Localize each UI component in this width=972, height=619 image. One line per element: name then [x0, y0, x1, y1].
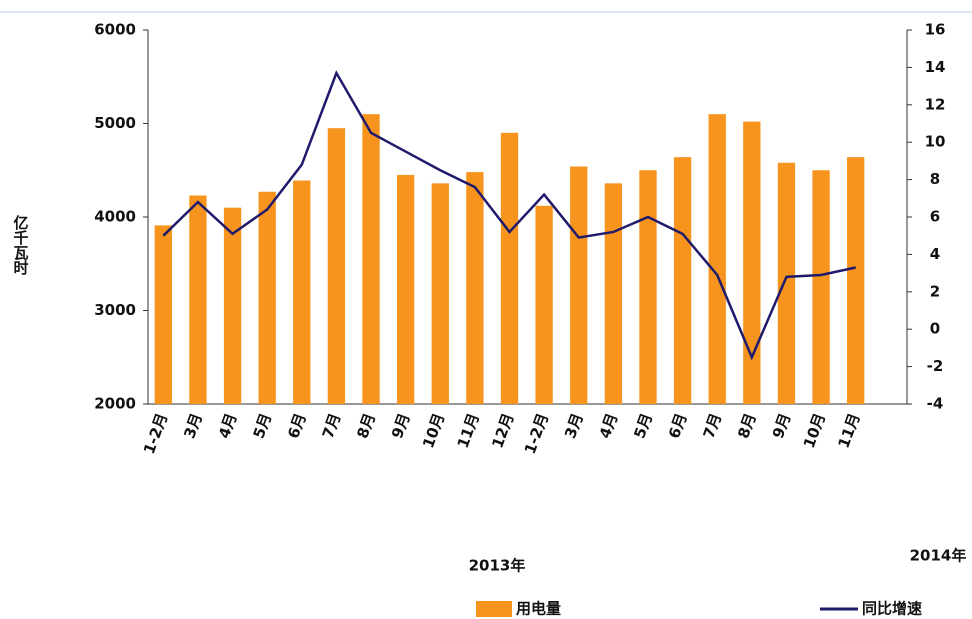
- bar: [258, 191, 276, 404]
- bar: [604, 183, 623, 404]
- legend-swatch: [476, 601, 512, 617]
- y-axis-label: 亿千瓦时: [12, 214, 30, 276]
- y-tick-label: 2000: [94, 395, 136, 413]
- y2-tick-label: 16: [925, 21, 946, 39]
- x-tick-label: 5月: [630, 411, 656, 441]
- x-tick-label: 6月: [665, 411, 691, 441]
- bar: [570, 166, 588, 404]
- bar: [639, 170, 657, 404]
- y2-tick-label: -4: [927, 395, 944, 413]
- x-tick-label: 11月: [834, 411, 863, 451]
- x-tick-label: 11月: [454, 411, 483, 451]
- y2-tick-label: 2: [930, 282, 940, 300]
- x-tick-label: 1-2月: [140, 411, 171, 457]
- x-tick-label: 4月: [215, 411, 241, 441]
- y2-tick-label: 12: [925, 95, 946, 113]
- bar: [154, 225, 172, 404]
- legend-label: 用电量: [516, 600, 561, 618]
- x-tick-label: 1-2月: [521, 411, 552, 457]
- y2-tick-label: 4: [930, 245, 940, 263]
- y-tick-label: 6000: [94, 21, 136, 39]
- x-tick-label: 8月: [734, 411, 760, 441]
- y2-tick-label: 8: [930, 170, 940, 188]
- y2-tick-label: 14: [925, 58, 946, 76]
- x-tick-label: 3月: [180, 411, 206, 441]
- x-tick-label: 9月: [388, 411, 414, 441]
- y2-tick-label: 10: [925, 133, 946, 151]
- x-tick-label: 3月: [561, 411, 587, 441]
- y-tick-label: 4000: [94, 208, 136, 226]
- bar: [812, 170, 830, 404]
- bar: [673, 157, 692, 404]
- bar: [777, 162, 796, 404]
- x-tick-label: 10月: [800, 411, 829, 451]
- bar: [327, 128, 346, 405]
- y2-tick-label: -2: [927, 357, 944, 375]
- x-tick-label: 10月: [419, 411, 448, 451]
- x-tick-label: 5月: [250, 411, 276, 441]
- bar: [466, 172, 484, 404]
- bar: [847, 157, 865, 404]
- bar: [708, 114, 726, 405]
- y-tick-label: 3000: [94, 301, 136, 319]
- x-tick-label: 7月: [700, 411, 726, 441]
- y-tick-label: 5000: [94, 114, 136, 132]
- x-tick-label: 8月: [353, 411, 379, 441]
- bar: [535, 205, 553, 404]
- bar: [362, 114, 380, 405]
- line: [162, 70, 856, 361]
- x-tick-label: 6月: [284, 411, 310, 441]
- group-label: 2013年: [469, 557, 526, 575]
- bar: [396, 174, 415, 404]
- x-tick-label: 4月: [596, 411, 622, 441]
- y2-tick-label: 6: [930, 208, 940, 226]
- x-tick-label: 9月: [769, 411, 795, 441]
- bar: [293, 180, 311, 404]
- y2-tick-label: 0: [930, 320, 940, 338]
- bar: [743, 121, 761, 404]
- bar: [500, 132, 519, 404]
- x-tick-label: 7月: [319, 411, 345, 441]
- group-label: 2014年: [910, 547, 967, 565]
- x-tick-label: 12月: [488, 411, 517, 451]
- bar: [189, 195, 207, 404]
- bar: [431, 183, 449, 404]
- legend-label: 同比增速: [862, 600, 922, 618]
- bar: [223, 207, 242, 404]
